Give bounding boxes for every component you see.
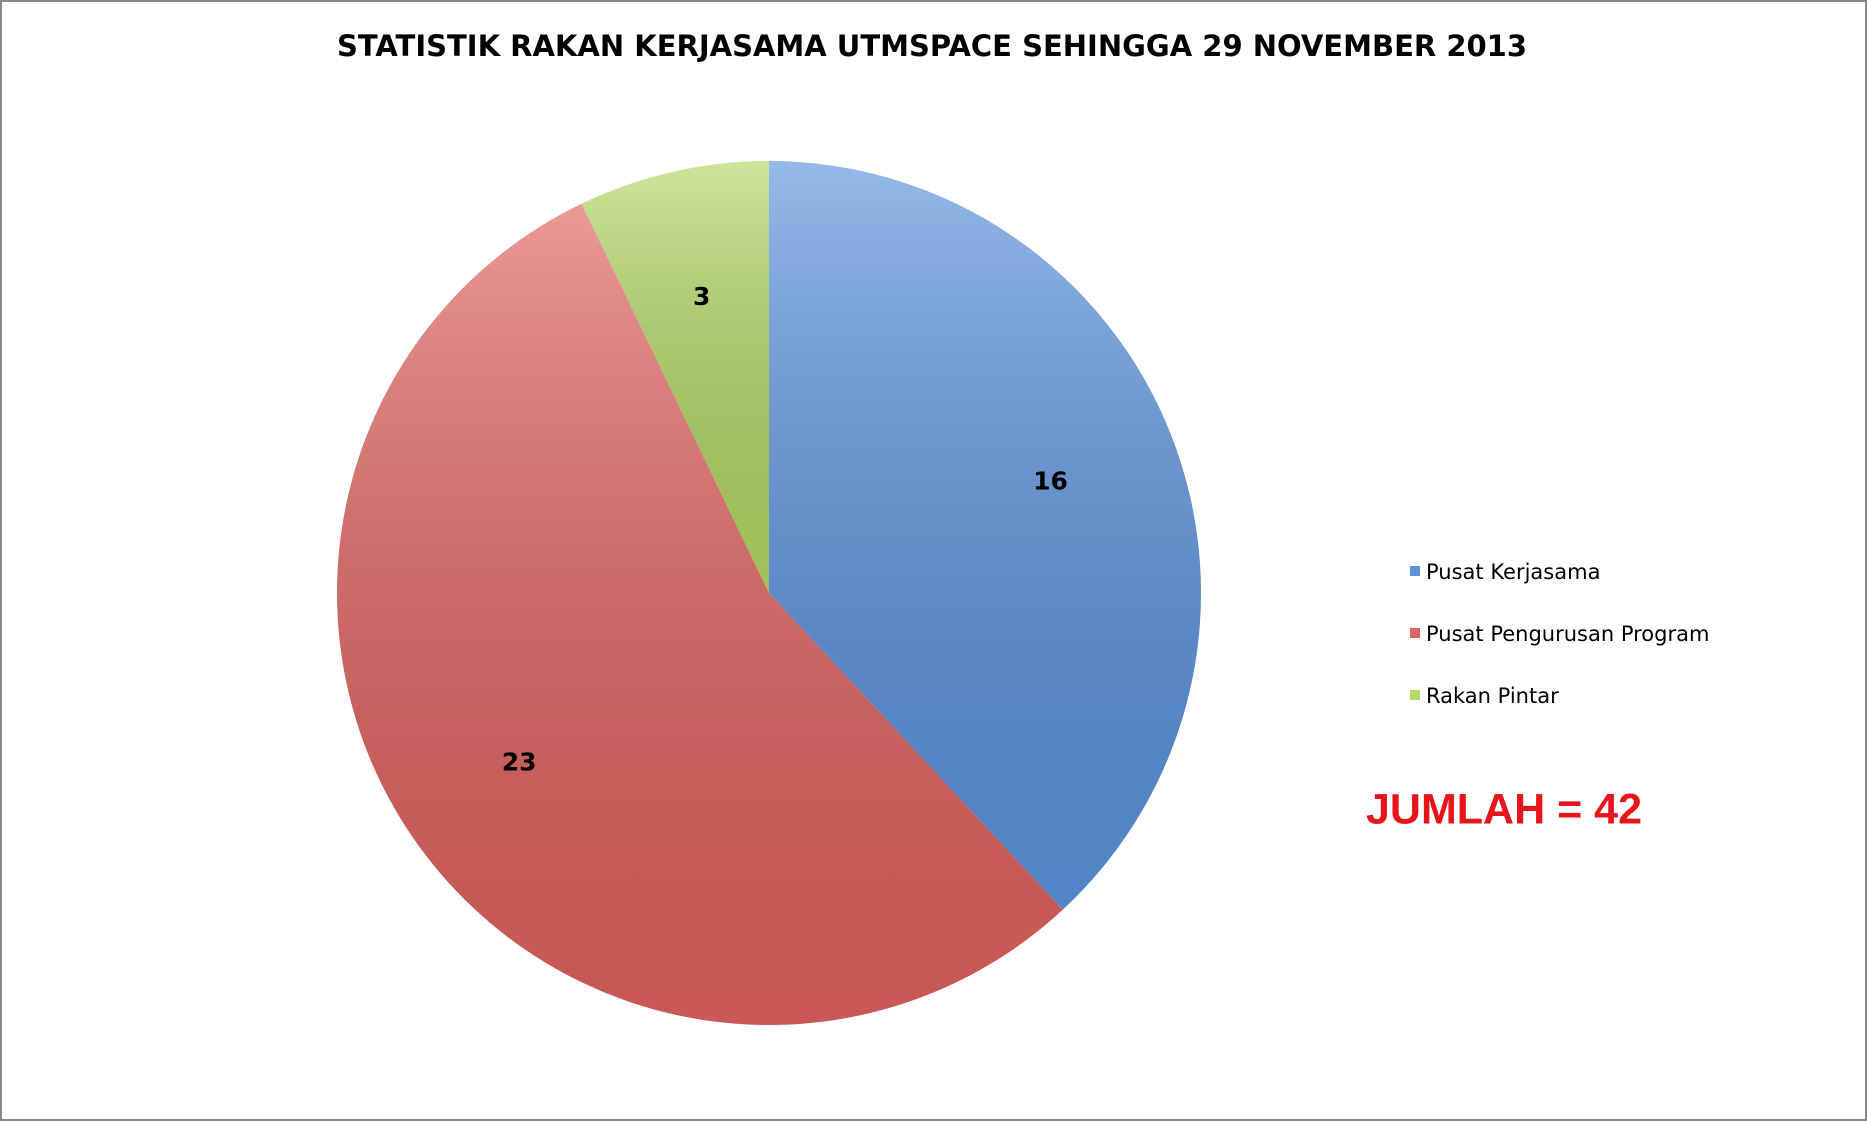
legend-label: Pusat Kerjasama bbox=[1426, 560, 1600, 584]
data-label: 3 bbox=[693, 282, 710, 311]
legend-swatch bbox=[1410, 566, 1420, 576]
chart-title: STATISTIK RAKAN KERJASAMA UTMSPACE SEHIN… bbox=[337, 29, 1527, 63]
data-label: 16 bbox=[1033, 467, 1068, 496]
legend-label: Pusat Pengurusan Program bbox=[1426, 622, 1709, 646]
total-annotation: JUMLAH = 42 bbox=[1366, 785, 1642, 833]
data-label: 23 bbox=[502, 747, 537, 776]
legend-label: Rakan Pintar bbox=[1426, 684, 1559, 708]
legend-swatch bbox=[1410, 690, 1420, 700]
legend-swatch bbox=[1410, 628, 1420, 638]
